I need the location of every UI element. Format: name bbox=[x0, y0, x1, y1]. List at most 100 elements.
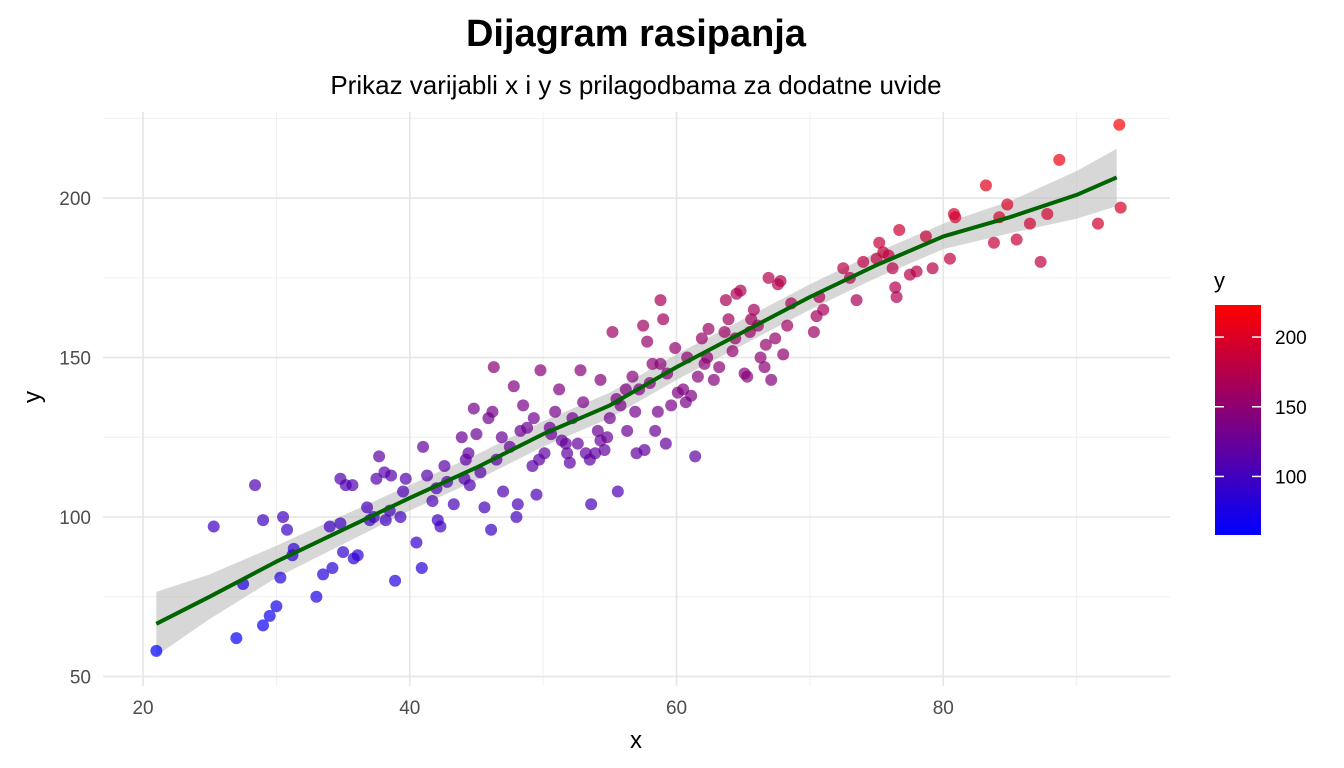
data-point bbox=[310, 590, 323, 603]
legend-tick-label: 100 bbox=[1275, 467, 1307, 488]
data-point bbox=[274, 571, 287, 584]
y-tick-label: 100 bbox=[59, 508, 91, 529]
data-point bbox=[621, 424, 634, 437]
data-point bbox=[527, 412, 540, 425]
data-point bbox=[641, 335, 654, 348]
confidence-band bbox=[156, 148, 1117, 656]
data-point bbox=[462, 447, 475, 460]
data-point bbox=[919, 230, 932, 243]
data-point bbox=[651, 405, 664, 418]
data-point bbox=[373, 450, 386, 463]
legend-tick-label: 150 bbox=[1275, 398, 1307, 419]
data-point bbox=[486, 405, 499, 418]
data-point bbox=[487, 361, 500, 374]
data-point bbox=[626, 370, 639, 383]
color-bar bbox=[1215, 305, 1261, 535]
data-point bbox=[765, 373, 778, 386]
data-point bbox=[719, 294, 732, 307]
data-point bbox=[507, 380, 520, 393]
data-point bbox=[1001, 198, 1014, 211]
data-point bbox=[1113, 118, 1126, 131]
data-point bbox=[511, 498, 524, 511]
data-point bbox=[777, 348, 790, 361]
data-point bbox=[415, 562, 428, 575]
data-point bbox=[538, 447, 551, 460]
data-point bbox=[410, 536, 423, 549]
data-point bbox=[589, 447, 602, 460]
data-point bbox=[659, 437, 672, 450]
data-point bbox=[762, 271, 775, 284]
data-point bbox=[747, 303, 760, 316]
data-point bbox=[463, 479, 476, 492]
chart-title: Dijagram rasipanja bbox=[466, 13, 807, 55]
data-point bbox=[886, 262, 899, 275]
data-point bbox=[585, 498, 598, 511]
data-point bbox=[370, 472, 383, 485]
data-point bbox=[553, 383, 566, 396]
data-point bbox=[637, 319, 650, 332]
data-point bbox=[249, 479, 262, 492]
data-point bbox=[741, 370, 754, 383]
data-point bbox=[497, 485, 510, 498]
data-point bbox=[611, 485, 624, 498]
data-point bbox=[150, 644, 163, 657]
data-point bbox=[270, 600, 283, 613]
data-point bbox=[926, 262, 939, 275]
data-point bbox=[447, 498, 460, 511]
data-point bbox=[277, 510, 290, 523]
data-point bbox=[577, 396, 590, 409]
data-point bbox=[495, 431, 508, 444]
data-point bbox=[734, 284, 747, 297]
data-point bbox=[1023, 217, 1036, 230]
data-point bbox=[754, 351, 767, 364]
x-tick-label: 20 bbox=[132, 698, 153, 719]
data-point bbox=[334, 517, 347, 530]
data-point bbox=[781, 319, 794, 332]
data-point bbox=[893, 223, 906, 236]
data-point bbox=[389, 574, 402, 587]
data-point bbox=[987, 236, 1000, 249]
data-point bbox=[594, 373, 607, 386]
data-point bbox=[606, 326, 619, 339]
data-point bbox=[837, 262, 850, 275]
data-point bbox=[323, 520, 336, 533]
data-point bbox=[889, 281, 902, 294]
data-point bbox=[759, 338, 772, 351]
data-point bbox=[601, 431, 614, 444]
x-axis-label: x bbox=[630, 727, 642, 754]
data-point bbox=[534, 364, 547, 377]
data-point bbox=[385, 469, 398, 482]
data-point bbox=[1053, 153, 1066, 166]
data-point bbox=[326, 562, 339, 575]
data-point bbox=[638, 444, 651, 457]
data-point bbox=[421, 469, 434, 482]
data-point bbox=[530, 488, 543, 501]
data-point bbox=[346, 479, 359, 492]
data-point bbox=[361, 501, 374, 514]
data-point bbox=[718, 326, 731, 339]
data-point bbox=[702, 322, 715, 335]
data-point bbox=[769, 332, 782, 345]
y-tick-label: 50 bbox=[70, 667, 91, 688]
data-point bbox=[726, 345, 739, 358]
data-point bbox=[603, 412, 616, 425]
data-point bbox=[379, 514, 392, 527]
data-point bbox=[417, 440, 430, 453]
data-point bbox=[521, 421, 534, 434]
data-point bbox=[1091, 217, 1104, 230]
data-point bbox=[455, 431, 468, 444]
data-point bbox=[857, 255, 870, 268]
data-point bbox=[1034, 255, 1047, 268]
data-point bbox=[571, 437, 584, 450]
legend-ticks: 100 150 200 bbox=[1215, 328, 1307, 488]
data-point bbox=[281, 523, 294, 536]
y-axis-label: y bbox=[19, 391, 46, 403]
data-point bbox=[943, 252, 956, 265]
data-point bbox=[263, 609, 276, 622]
data-point bbox=[1114, 201, 1127, 214]
data-point bbox=[574, 364, 587, 377]
data-point bbox=[591, 424, 604, 437]
data-point bbox=[517, 399, 530, 412]
data-point bbox=[685, 389, 698, 402]
